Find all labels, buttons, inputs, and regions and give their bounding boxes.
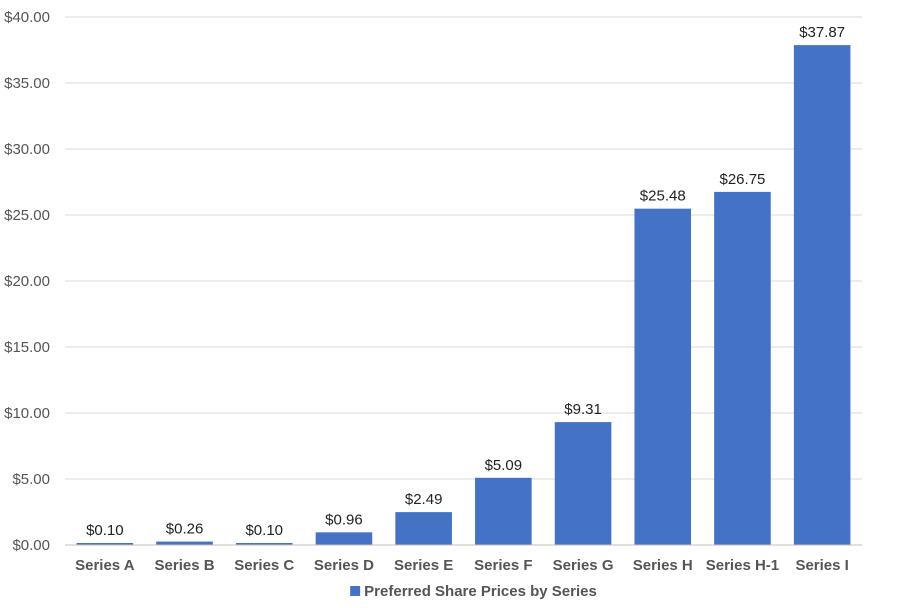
data-label: $26.75 xyxy=(720,171,766,188)
x-category-label: Series I xyxy=(795,557,848,574)
x-axis-category-labels: Series A Series B Series C Series D Series E… xyxy=(75,557,849,574)
y-axis-tick-labels: $0.00 $5.00 $10.00 $15.00 $20.00 $25.00 $30.00… xyxy=(4,9,50,554)
x-category-label: Series D xyxy=(314,557,374,574)
bar xyxy=(235,543,293,545)
bar xyxy=(76,543,134,545)
bar xyxy=(395,512,452,545)
y-tick-label: $15.00 xyxy=(4,339,50,356)
data-label: $37.87 xyxy=(799,24,845,41)
y-tick-label: $30.00 xyxy=(4,141,50,158)
y-tick-label: $5.00 xyxy=(12,471,50,488)
y-tick-label: $20.00 xyxy=(4,273,50,290)
data-label: $25.48 xyxy=(640,188,686,205)
data-label: $0.10 xyxy=(86,522,124,539)
bar xyxy=(714,191,771,545)
bar xyxy=(475,477,532,545)
x-category-label: Series A xyxy=(75,557,135,574)
x-category-label: Series H xyxy=(633,557,693,574)
y-tick-label: $0.00 xyxy=(12,537,50,554)
data-label: $0.96 xyxy=(325,511,363,528)
bar xyxy=(156,541,213,545)
legend: Preferred Share Prices by Series xyxy=(350,583,597,600)
bar xyxy=(793,45,851,546)
bar xyxy=(315,532,373,545)
legend-label: Preferred Share Prices by Series xyxy=(364,583,597,600)
bar xyxy=(634,208,692,545)
data-label: $9.31 xyxy=(564,401,602,418)
x-category-label: Series B xyxy=(155,557,215,574)
y-tick-label: $40.00 xyxy=(4,9,50,26)
data-labels: $0.10 $0.26 $0.10 $0.96 $2.49 $5.09 $9.31 $25.4… xyxy=(86,24,845,539)
y-tick-label: $10.00 xyxy=(4,405,50,422)
legend-swatch xyxy=(350,586,361,596)
x-category-label: Series E xyxy=(394,557,453,574)
x-category-label: Series C xyxy=(234,557,294,574)
y-tick-label: $35.00 xyxy=(4,75,50,92)
bar xyxy=(554,422,612,545)
data-label: $0.10 xyxy=(245,522,283,539)
bars xyxy=(76,45,851,546)
x-category-label: Series F xyxy=(474,557,532,574)
data-label: $0.26 xyxy=(166,521,204,538)
x-category-label: Series G xyxy=(553,557,614,574)
x-category-label: Series H-1 xyxy=(706,557,779,574)
y-tick-label: $25.00 xyxy=(4,207,50,224)
data-label: $5.09 xyxy=(485,457,523,474)
gridlines xyxy=(65,16,862,480)
data-label: $2.49 xyxy=(405,491,443,508)
